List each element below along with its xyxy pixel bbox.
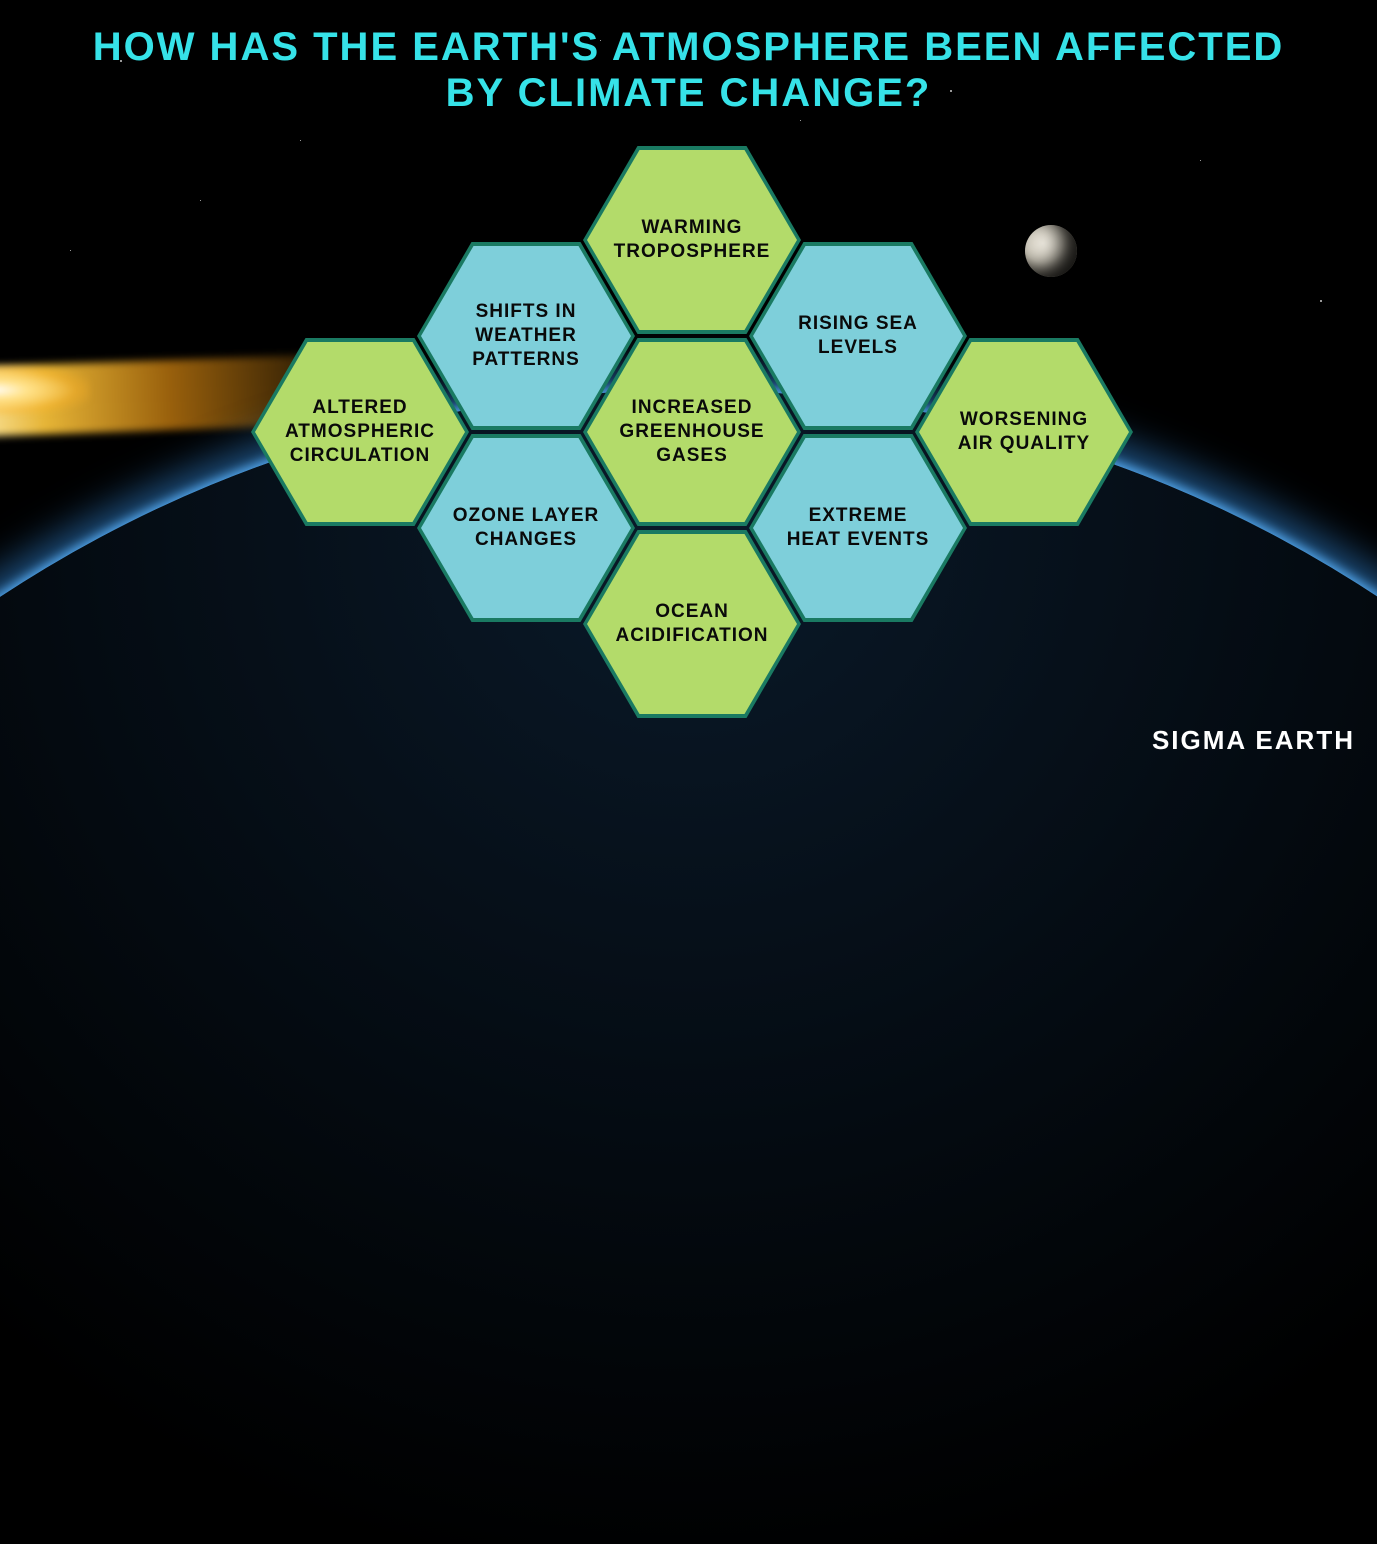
hex-fill: Warming Troposphere (587, 150, 797, 330)
hex-label: Worsening Air Quality (947, 408, 1101, 456)
hex-fill: Increased Greenhouse Gases (587, 342, 797, 522)
title-line-1: How has the Earth's atmosphere been affe… (0, 24, 1377, 70)
hex-fill: Altered Atmospheric Circulation (255, 342, 465, 522)
hex-label: Extreme Heat Events (781, 504, 935, 552)
title-line-2: by climate change? (0, 70, 1377, 116)
hex-fill: Ocean Acidification (587, 534, 797, 714)
brand-watermark: Sigma Earth (1152, 725, 1355, 756)
hex-label: Altered Atmospheric Circulation (283, 396, 437, 467)
hex-fill: Extreme Heat Events (753, 438, 963, 618)
hex-label: Shifts in Weather Patterns (449, 300, 603, 371)
hex-fill: Rising Sea Levels (753, 246, 963, 426)
hex-fill: Shifts in Weather Patterns (421, 246, 631, 426)
hex-label: Ozone Layer Changes (449, 504, 603, 552)
page-title: How has the Earth's atmosphere been affe… (0, 24, 1377, 116)
hex-label: Increased Greenhouse Gases (615, 396, 769, 467)
hex-label: Ocean Acidification (615, 600, 769, 648)
hex-fill: Worsening Air Quality (919, 342, 1129, 522)
hex-fill: Ozone Layer Changes (421, 438, 631, 618)
hex-label: Warming Troposphere (614, 216, 771, 264)
hex-label: Rising Sea Levels (781, 312, 935, 360)
